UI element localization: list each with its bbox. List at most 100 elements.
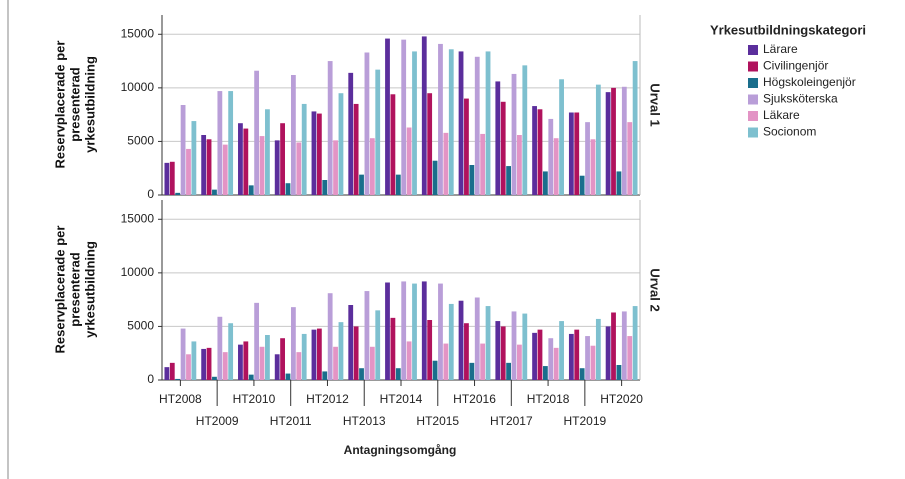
bar (175, 192, 181, 195)
y-tick-label: 0 (147, 187, 154, 201)
bar (390, 317, 396, 380)
bar (191, 121, 197, 195)
bar (369, 138, 375, 195)
bar (296, 352, 302, 380)
x-axis-title: Antagningsomgång (344, 443, 457, 457)
x-tick-label: HT2010 (233, 392, 276, 406)
bar (474, 297, 480, 380)
bar (421, 281, 427, 380)
bar (369, 346, 375, 380)
bar (217, 316, 223, 380)
bar (595, 318, 601, 380)
bar (280, 338, 285, 380)
bar (616, 365, 622, 380)
bar (248, 185, 254, 195)
y-tick-label: 10000 (121, 265, 155, 279)
bar (353, 103, 359, 195)
bar (522, 313, 528, 380)
bar (448, 49, 454, 196)
legend-label: Civilingenjör (763, 59, 828, 73)
bar (364, 291, 370, 380)
bar (406, 127, 412, 195)
bar (469, 362, 475, 380)
bar (212, 376, 217, 380)
bar (432, 160, 438, 195)
y-tick-label: 15000 (121, 211, 155, 225)
bar (238, 344, 243, 380)
bar (506, 166, 512, 195)
bar (164, 162, 170, 195)
bar (522, 65, 528, 195)
bar (458, 51, 464, 195)
bar (590, 139, 596, 195)
legend-label: Sjuksköterska (763, 92, 838, 106)
bar (427, 320, 433, 380)
bar (290, 307, 296, 380)
bar (532, 106, 537, 195)
bar (333, 140, 338, 195)
bar (401, 39, 407, 196)
legend-title: Yrkesutbildningskategori (710, 22, 866, 37)
bar (532, 332, 537, 380)
bar (359, 174, 364, 195)
bar (348, 305, 354, 380)
bar (568, 333, 574, 380)
x-tick-label: HT2017 (490, 414, 533, 428)
bar (500, 326, 506, 380)
y-tick-label: 10000 (121, 80, 155, 94)
bar (175, 378, 181, 380)
bar (568, 112, 574, 195)
bar (228, 323, 234, 380)
y-tick-label: 5000 (127, 134, 154, 148)
bar (511, 73, 517, 195)
bar (480, 343, 486, 380)
bar (201, 348, 207, 380)
bar (280, 123, 285, 195)
bar (627, 336, 633, 380)
legend-swatch (748, 127, 758, 138)
bar (390, 94, 396, 195)
bar (621, 311, 627, 380)
bar (464, 98, 469, 195)
bar (427, 93, 433, 195)
bar (180, 328, 186, 380)
y-tick-label: 15000 (121, 26, 155, 40)
bar (186, 148, 191, 195)
bar (595, 84, 601, 195)
x-tick-label: HT2012 (306, 392, 349, 406)
bar (474, 56, 480, 196)
legend-swatch (748, 78, 758, 88)
bar (579, 175, 585, 195)
bar (559, 321, 564, 380)
bar (228, 91, 234, 195)
bar (259, 346, 265, 380)
bar (485, 306, 491, 380)
bar (517, 135, 522, 195)
bar (401, 281, 407, 380)
bar (406, 341, 412, 380)
bar (517, 344, 522, 380)
legend-label: Läkare (763, 108, 800, 122)
bar (548, 338, 554, 380)
bar (316, 113, 322, 195)
bar (265, 335, 270, 380)
bar (421, 36, 427, 195)
bar (585, 122, 590, 195)
bar (500, 101, 506, 195)
bar (385, 38, 390, 196)
bar (254, 70, 260, 195)
bar (217, 91, 223, 195)
bar (375, 310, 381, 380)
bar (311, 329, 317, 380)
bar (243, 128, 249, 195)
bar (616, 171, 622, 195)
bar (574, 329, 580, 380)
bar (485, 51, 491, 195)
bar (495, 321, 501, 380)
legend-swatch (748, 94, 758, 105)
bar (395, 174, 401, 195)
x-tick-label: HT2015 (416, 414, 459, 428)
legend-label: Socionom (763, 125, 816, 139)
bar (632, 61, 638, 196)
